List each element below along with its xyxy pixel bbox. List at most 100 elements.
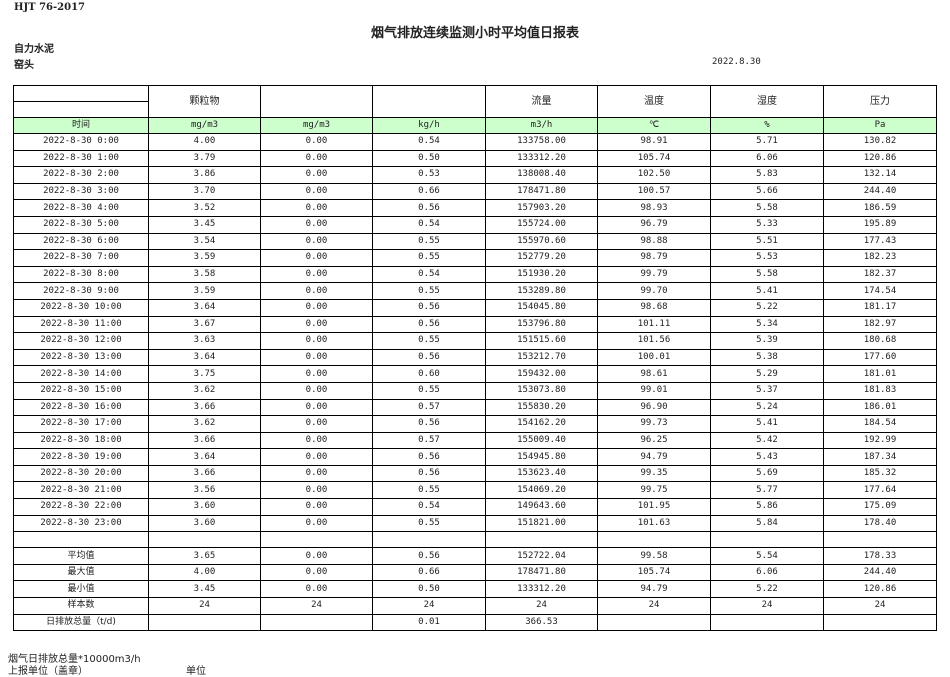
value-cell: 5.42	[710, 431, 824, 450]
table-row: 2022-8-30 18:00 3.66 0.00 0.57 155009.40 96.2…	[13, 431, 937, 450]
value-cell: 5.77	[710, 481, 824, 500]
value-cell: 3.45	[148, 215, 261, 234]
value-cell: 94.79	[597, 580, 711, 599]
value-cell: 24	[710, 597, 824, 615]
table-row: 2022-8-30 10:00 3.64 0.00 0.56 154045.80 98.6…	[13, 298, 937, 317]
value-cell: 366.53	[485, 613, 598, 632]
value-cell: 120.86	[823, 149, 937, 168]
value-cell	[148, 531, 261, 549]
value-cell	[823, 613, 937, 632]
value-cell: 0.00	[260, 498, 373, 516]
value-cell: 0.00	[260, 133, 373, 151]
value-cell: 0.55	[372, 282, 486, 300]
value-cell: 181.17	[823, 298, 937, 317]
value-cell: 94.79	[597, 448, 711, 466]
value-cell: 24	[823, 597, 937, 615]
unit-cell: mg/m3	[260, 117, 373, 134]
summary-label: 样本数	[13, 597, 149, 615]
value-cell: 154162.20	[485, 415, 598, 433]
value-cell: 186.01	[823, 398, 937, 417]
value-cell: 4.00	[148, 563, 261, 582]
time-cell: 2022-8-30 10:00	[13, 298, 149, 317]
value-cell: 0.00	[260, 249, 373, 267]
value-cell: 6.06	[710, 563, 824, 582]
footer-note: 烟气日排放总量*10000m3/h	[8, 654, 141, 665]
value-cell: 0.57	[372, 398, 486, 417]
time-cell: 2022-8-30 5:00	[13, 215, 149, 234]
value-cell: 0.00	[260, 563, 373, 582]
value-cell: 0.00	[260, 199, 373, 217]
value-cell: 5.33	[710, 215, 824, 234]
value-cell: 100.57	[597, 182, 711, 201]
value-cell: 0.55	[372, 514, 486, 533]
footer-reporter: 上报单位（盖章）	[8, 666, 88, 677]
table-row: 2022-8-30 11:00 3.67 0.00 0.56 153796.80 101.…	[13, 315, 937, 334]
value-cell: 186.59	[823, 199, 937, 217]
value-cell: 101.95	[597, 498, 711, 516]
value-cell: 0.55	[372, 232, 486, 251]
value-cell: 3.59	[148, 282, 261, 300]
value-cell: 133312.20	[485, 149, 598, 168]
value-cell: 154045.80	[485, 298, 598, 317]
value-cell: 98.88	[597, 232, 711, 251]
time-cell: 2022-8-30 11:00	[13, 315, 149, 334]
value-cell: 182.97	[823, 315, 937, 334]
value-cell: 3.86	[148, 166, 261, 184]
time-cell: 2022-8-30 20:00	[13, 464, 149, 483]
value-cell: 3.79	[148, 149, 261, 168]
column-header	[260, 85, 373, 118]
table-row: 2022-8-30 1:00 3.79 0.00 0.50 133312.20 105.7…	[13, 149, 937, 168]
value-cell: 0.55	[372, 332, 486, 350]
unit-cell: 时间	[13, 117, 149, 134]
table-row: 2022-8-30 3:00 3.70 0.00 0.66 178471.80 100.5…	[13, 182, 937, 201]
value-cell: 0.56	[372, 547, 486, 565]
time-cell: 2022-8-30 19:00	[13, 448, 149, 466]
value-cell: 178471.80	[485, 563, 598, 582]
value-cell: 0.56	[372, 199, 486, 217]
value-cell: 0.00	[260, 431, 373, 450]
time-cell: 2022-8-30 6:00	[13, 232, 149, 251]
value-cell: 0.00	[260, 166, 373, 184]
value-cell: 3.65	[148, 547, 261, 565]
summary-row: 平均值 3.65 0.00 0.56 152722.04 99.58 5.54 178.33	[13, 547, 937, 565]
value-cell: 178.40	[823, 514, 937, 533]
value-cell	[823, 531, 937, 549]
value-cell: 154945.80	[485, 448, 598, 466]
column-header-row: 颗粒物 流量 温度 湿度 压力	[13, 85, 937, 118]
time-cell: 2022-8-30 7:00	[13, 249, 149, 267]
table-row: 2022-8-30 8:00 3.58 0.00 0.54 151930.20 99.79…	[13, 265, 937, 284]
value-cell: 3.59	[148, 249, 261, 267]
value-cell: 0.00	[260, 547, 373, 565]
value-cell	[597, 613, 711, 632]
value-cell: 3.66	[148, 398, 261, 417]
value-cell: 182.37	[823, 265, 937, 284]
value-cell: 0.55	[372, 381, 486, 400]
unit-cell: kg/h	[372, 117, 486, 134]
value-cell: 155724.00	[485, 215, 598, 234]
value-cell: 99.35	[597, 464, 711, 483]
value-cell: 181.83	[823, 381, 937, 400]
value-cell: 151930.20	[485, 265, 598, 284]
value-cell: 0.56	[372, 448, 486, 466]
column-header: 湿度	[710, 85, 824, 118]
value-cell: 0.57	[372, 431, 486, 450]
value-cell: 3.52	[148, 199, 261, 217]
time-cell: 2022-8-30 9:00	[13, 282, 149, 300]
value-cell: 153073.80	[485, 381, 598, 400]
value-cell: 244.40	[823, 563, 937, 582]
value-cell: 155830.20	[485, 398, 598, 417]
value-cell: 0.00	[260, 348, 373, 367]
value-cell: 3.56	[148, 481, 261, 500]
value-cell: 24	[260, 597, 373, 615]
value-cell: 0.00	[260, 265, 373, 284]
summary-row: 最大值 4.00 0.00 0.66 178471.80 105.74 6.06 244.40	[13, 563, 937, 582]
table-row: 2022-8-30 21:00 3.56 0.00 0.55 154069.20 99.7…	[13, 481, 937, 500]
value-cell: 0.00	[260, 232, 373, 251]
value-cell: 105.74	[597, 563, 711, 582]
value-cell: 5.83	[710, 166, 824, 184]
value-cell: 0.00	[260, 381, 373, 400]
time-cell: 2022-8-30 21:00	[13, 481, 149, 500]
value-cell: 4.00	[148, 133, 261, 151]
value-cell: 178.33	[823, 547, 937, 565]
value-cell: 5.22	[710, 580, 824, 599]
